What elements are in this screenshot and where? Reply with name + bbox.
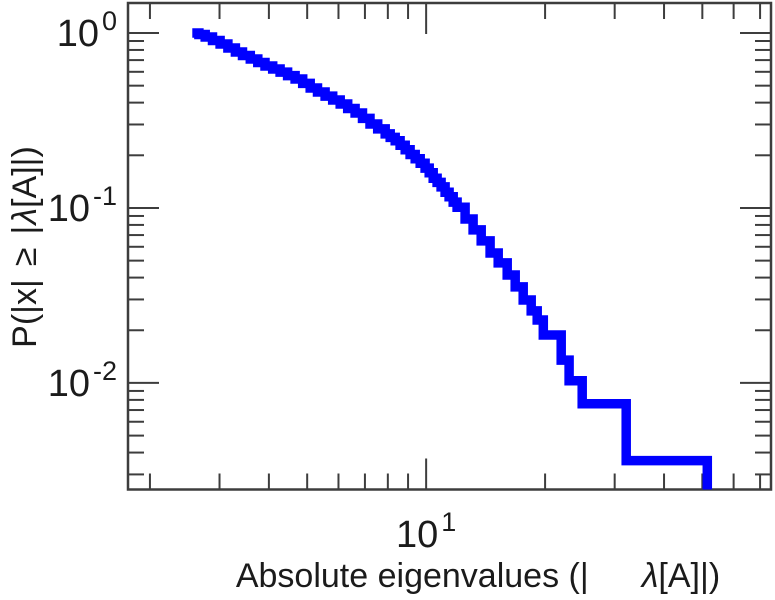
x-tick-labels: 10 1 — [396, 507, 456, 556]
y-tick-label: 10 -1 — [48, 181, 117, 230]
ccdf-curve — [192, 28, 713, 490]
x-axis-ticks — [148, 4, 762, 489]
x-axis-label: Absolute eigenvalues (| λ[A]|) — [236, 557, 720, 595]
y-tick-label: 10 0 — [57, 6, 117, 55]
plot-border — [126, 1, 773, 491]
y-axis-label: P(|x|≥|λ[A]|) — [6, 146, 44, 348]
y-tick-label: 10 -2 — [48, 356, 117, 405]
x-tick-label: 10 1 — [396, 507, 456, 556]
y-axis-ticks — [129, 31, 770, 476]
